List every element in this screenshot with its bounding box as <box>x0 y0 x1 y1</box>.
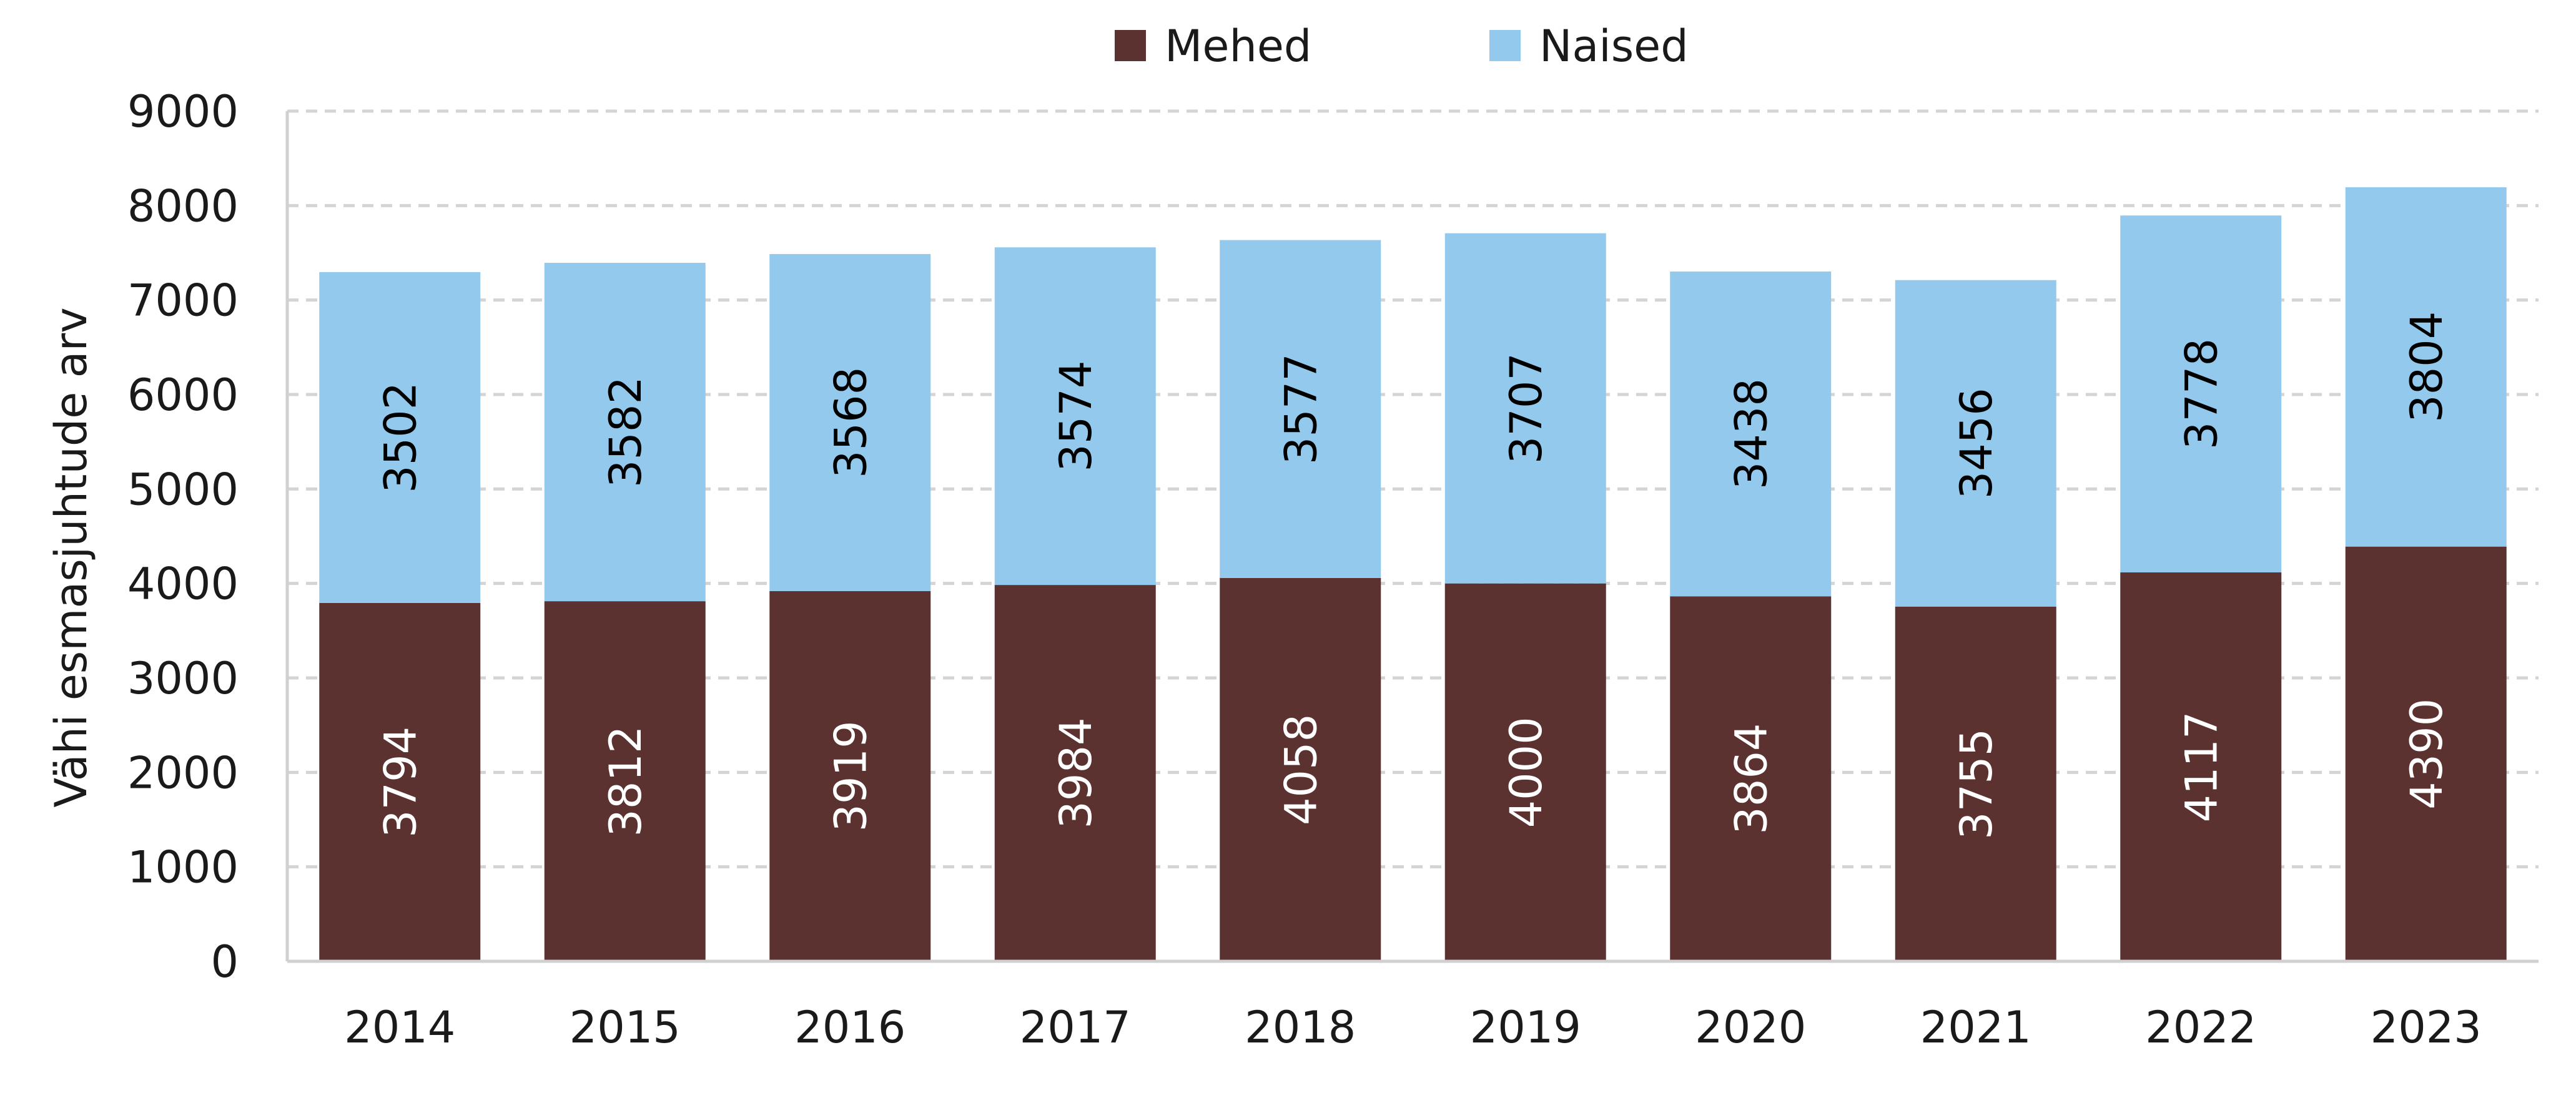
y-tick-label: 1000 <box>127 842 239 893</box>
bar-segment-mehed <box>2120 572 2282 961</box>
data-label: 3582 <box>600 376 651 488</box>
x-tick-label: 2021 <box>1920 1002 2031 1053</box>
data-label: 3778 <box>2176 338 2227 449</box>
y-tick-label: 3000 <box>127 653 239 704</box>
bar-segment-mehed <box>994 585 1156 961</box>
data-label: 3919 <box>825 720 876 831</box>
y-tick-label: 9000 <box>127 86 239 137</box>
data-label: 3794 <box>375 727 426 838</box>
data-label: 3568 <box>825 367 876 478</box>
x-tick-label: 2022 <box>2145 1002 2256 1053</box>
bars <box>319 187 2507 961</box>
x-tick-label: 2016 <box>794 1002 906 1053</box>
bar-segment-mehed <box>1670 596 1832 961</box>
legend: Mehed Naised <box>1115 21 1689 72</box>
data-label: 3502 <box>375 382 426 493</box>
bar-segment-naised <box>2120 215 2282 572</box>
data-label: 3755 <box>1951 728 2002 840</box>
y-tick-label: 6000 <box>127 370 239 421</box>
bar-segment-naised <box>1895 280 2056 607</box>
x-tick-label: 2020 <box>1695 1002 1806 1053</box>
data-label: 3804 <box>2401 311 2452 423</box>
bar-segment-naised <box>1444 233 1606 584</box>
bar-segment-mehed <box>2345 546 2507 961</box>
y-tick-label: 8000 <box>127 180 239 232</box>
bar-segment-naised <box>2345 187 2507 547</box>
data-label: 3574 <box>1050 361 1102 472</box>
bar-segment-mehed <box>544 601 706 961</box>
x-tick-label: 2018 <box>1245 1002 1356 1053</box>
x-tick-label: 2017 <box>1020 1002 1131 1053</box>
data-label: 3707 <box>1501 353 1552 464</box>
y-tick-label: 0 <box>210 936 239 988</box>
x-tick-label: 2015 <box>570 1002 681 1053</box>
data-label: 3577 <box>1275 353 1326 464</box>
data-label: 3984 <box>1050 717 1102 828</box>
bar-segment-naised <box>994 247 1156 586</box>
data-label: 4117 <box>2176 711 2227 822</box>
bar-segment-mehed <box>1895 606 2056 961</box>
bar-segment-naised <box>1670 271 1832 597</box>
y-tick-label: 5000 <box>127 464 239 515</box>
legend-swatch-naised <box>1489 30 1521 61</box>
x-tick-label: 2014 <box>344 1002 455 1053</box>
axes <box>285 111 2539 963</box>
bar-segment-naised <box>769 253 931 591</box>
y-tick-labels: 0 1000 2000 3000 4000 5000 6000 7000 8000 9000 <box>127 86 239 988</box>
data-label: 3456 <box>1951 388 2002 499</box>
bar-segment-mehed <box>319 602 481 961</box>
legend-label-naised: Naised <box>1539 21 1689 72</box>
data-label: 3438 <box>1725 378 1777 489</box>
data-label: 4390 <box>2401 699 2452 810</box>
y-tick-label: 4000 <box>127 559 239 610</box>
bar-segment-mehed <box>769 591 931 961</box>
data-label: 4000 <box>1501 717 1552 828</box>
data-label: 3864 <box>1725 723 1777 835</box>
legend-label-mehed: Mehed <box>1165 21 1311 72</box>
x-tick-label: 2023 <box>2371 1002 2482 1053</box>
bar-segment-naised <box>1220 240 1381 578</box>
y-axis-title: Vähi esmasjuhtude arv <box>46 307 97 807</box>
y-tick-label: 7000 <box>127 275 239 326</box>
bar-segment-naised <box>544 263 706 602</box>
x-tick-labels: 2014 2015 2016 2017 2018 2019 2020 2021 2022 2023 <box>344 1002 2482 1053</box>
data-label: 3812 <box>600 725 651 836</box>
x-tick-label: 2019 <box>1470 1002 1581 1053</box>
data-label: 4058 <box>1275 714 1326 825</box>
bar-segment-mehed <box>1444 583 1606 961</box>
bar-segment-naised <box>319 272 481 603</box>
data-labels: 3794 3502 3812 3582 3919 3568 3984 3574 4058 3577… <box>375 311 2452 840</box>
y-tick-label: 2000 <box>127 747 239 798</box>
legend-swatch-mehed <box>1115 30 1146 61</box>
bar-segment-mehed <box>1220 577 1381 961</box>
